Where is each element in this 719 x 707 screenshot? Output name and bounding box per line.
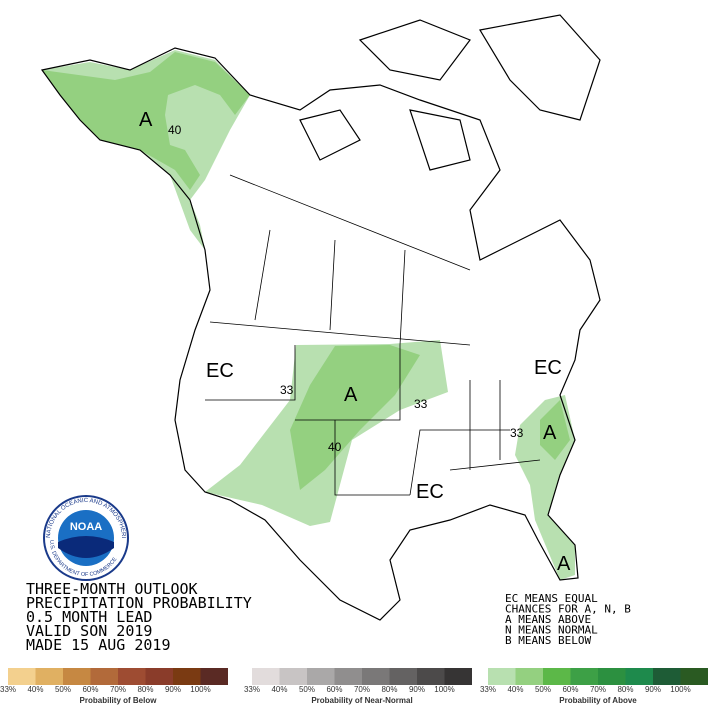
scale-swatch	[444, 668, 472, 685]
scale-tick: 50%	[535, 685, 551, 694]
key-line: N MEANS NORMAL	[505, 624, 598, 637]
scale-swatch	[145, 668, 173, 685]
logo: NATIONAL OCEANIC AND ATMOSPHERIC ADMINIS…	[43, 495, 129, 581]
scale-tick: 40%	[507, 685, 523, 694]
coastline	[40, 47, 601, 621]
scale-title: Probability of Below	[80, 696, 158, 705]
scale-tick: 60%	[82, 685, 98, 694]
map-label: EC	[206, 360, 234, 382]
scale-tick: 40%	[27, 685, 43, 694]
scale-swatch	[8, 668, 36, 685]
scale-swatch	[90, 668, 118, 685]
scale-tick: 60%	[562, 685, 578, 694]
scale-tick: 33%	[0, 685, 16, 694]
scale-swatch	[362, 668, 390, 685]
map-label: EC	[416, 481, 444, 503]
title-line: PRECIPITATION PROBABILITY	[26, 594, 252, 612]
key-line: CHANCES FOR A, N, B	[505, 603, 631, 616]
map-label: A	[344, 384, 358, 406]
scale-tick: 33%	[244, 685, 260, 694]
map-label: EC	[534, 357, 562, 379]
scale-tick: 80%	[381, 685, 397, 694]
scale-swatch	[570, 668, 598, 685]
map-labels: A 40 EC 33 A 40 33 EC 33 A EC A	[139, 109, 571, 575]
key-line: A MEANS ABOVE	[505, 613, 591, 626]
map-label: 33	[280, 383, 294, 397]
scale-swatch	[35, 668, 63, 685]
scale-swatch	[118, 668, 146, 685]
scale-swatch	[63, 668, 91, 685]
scale-tick: 70%	[354, 685, 370, 694]
scale-tick: 50%	[55, 685, 71, 694]
scale-swatch	[252, 668, 280, 685]
scale-swatch	[653, 668, 681, 685]
scale-swatch	[598, 668, 626, 685]
scale-swatch	[417, 668, 445, 685]
scale-swatch	[389, 668, 417, 685]
map-label: A	[139, 109, 153, 131]
scale-tick: 100%	[670, 685, 690, 694]
borders	[205, 174, 541, 496]
scale-title: Probability of Near-Normal	[311, 696, 412, 705]
scale-tick: 90%	[645, 685, 661, 694]
key-line: EC MEANS EQUAL	[505, 592, 598, 605]
map-label: A	[543, 422, 557, 444]
scale-tick: 50%	[299, 685, 315, 694]
color-scales: 33% 40% 50% 60% 70% 80% 90% 100% Probability of …	[0, 668, 708, 705]
above-40-alaska	[42, 52, 250, 190]
scale-tick: 100%	[190, 685, 210, 694]
scale-title: Probability of Above	[559, 696, 637, 705]
title-line: MADE 15 AUG 2019	[26, 636, 171, 654]
scale-tick: 90%	[165, 685, 181, 694]
scale-tick: 60%	[326, 685, 342, 694]
map-label: 33	[414, 397, 428, 411]
scale-swatch	[680, 668, 708, 685]
above-40-east	[540, 400, 570, 460]
geography	[40, 14, 601, 621]
map-label: 40	[168, 123, 182, 137]
scale-tick: 40%	[271, 685, 287, 694]
scale-swatch	[488, 668, 516, 685]
scale-swatch	[200, 668, 228, 685]
above-40-central	[290, 345, 420, 490]
title-line: 0.5 MONTH LEAD	[26, 608, 152, 626]
scale-swatch	[173, 668, 201, 685]
scale-swatch	[543, 668, 571, 685]
map-label: 33	[510, 426, 524, 440]
scale-tick: 33%	[480, 685, 496, 694]
shading	[42, 50, 575, 580]
title-line: VALID SON 2019	[26, 622, 152, 640]
map-label: 40	[328, 440, 342, 454]
scale-tick: 80%	[617, 685, 633, 694]
arctic-islands	[299, 14, 601, 171]
title-line: THREE-MONTH OUTLOOK	[26, 580, 198, 598]
scale-swatch	[334, 668, 362, 685]
key-line: B MEANS BELOW	[505, 634, 591, 647]
scale-tick: 80%	[137, 685, 153, 694]
logo-name: NOAA	[70, 521, 102, 533]
logo-wave	[58, 536, 114, 558]
scale-tick: 90%	[409, 685, 425, 694]
scale-tick: 70%	[590, 685, 606, 694]
map-label: A	[557, 553, 571, 575]
scale-tick: 100%	[434, 685, 454, 694]
scale-swatch	[515, 668, 543, 685]
scale-swatch	[625, 668, 653, 685]
scale-swatch	[279, 668, 307, 685]
scale-swatch	[307, 668, 335, 685]
scale-tick: 70%	[110, 685, 126, 694]
